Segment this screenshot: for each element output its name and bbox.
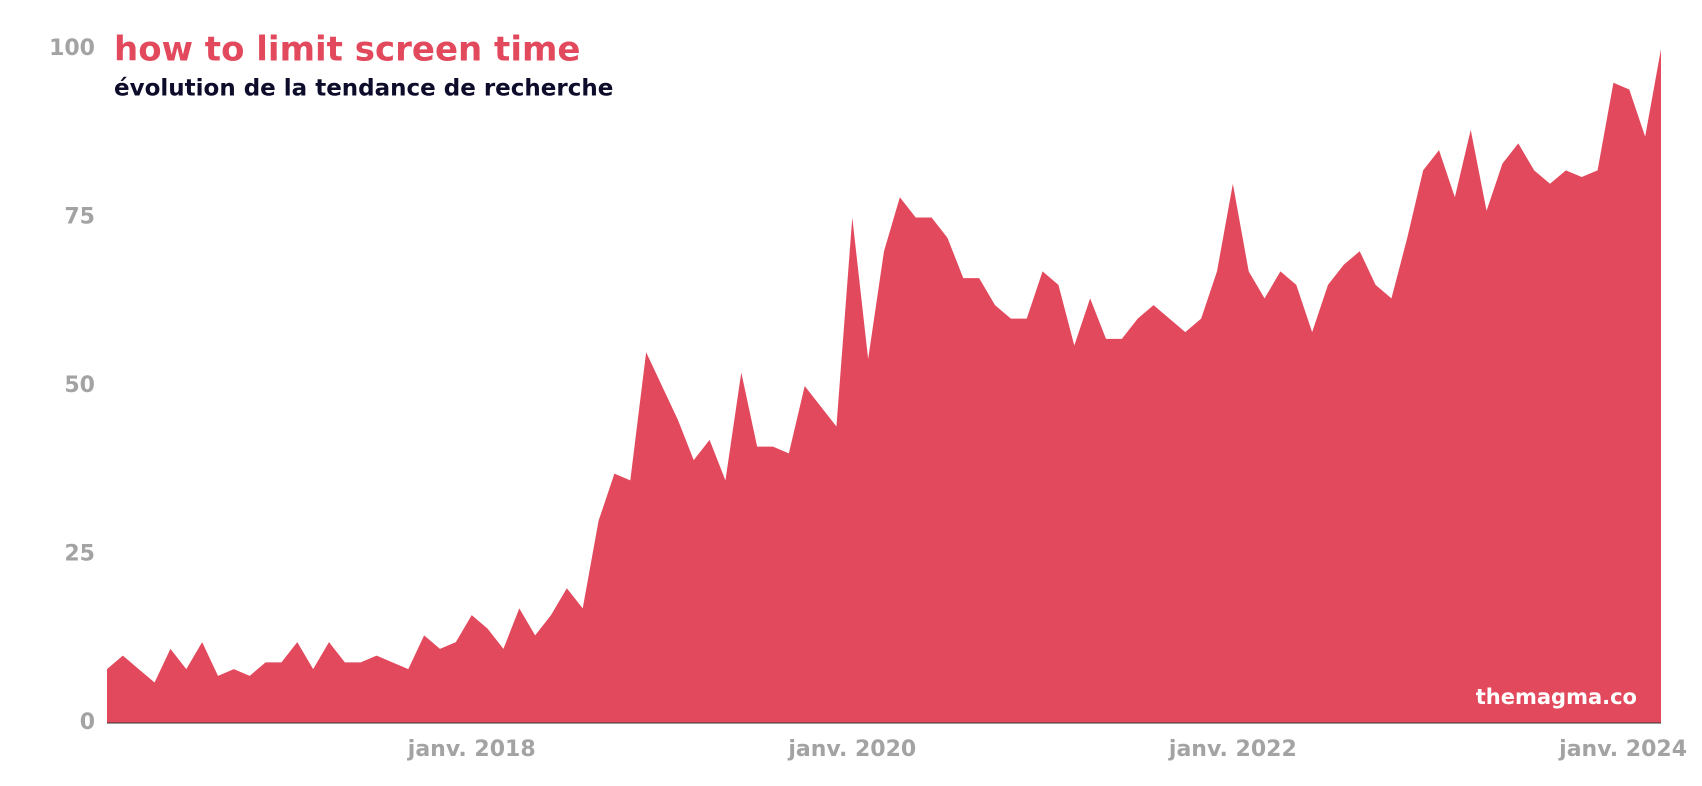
area [107,49,1661,723]
x-tick-label: janv. 2018 [407,737,536,762]
watermark: themagma.co [1476,685,1637,709]
x-tick-label: janv. 2020 [787,737,916,762]
y-tick-label: 0 [80,710,95,735]
y-tick-label: 50 [64,373,95,398]
y-tick-label: 25 [64,542,95,567]
y-tick-label: 100 [49,36,95,61]
x-tick-label: janv. 2022 [1168,737,1297,762]
chart-subtitle: évolution de la tendance de recherche [114,76,613,102]
chart-title: how to limit screen time [114,30,580,70]
x-tick-label: janv. 2024 [1558,737,1687,762]
y-tick-label: 75 [64,205,95,230]
